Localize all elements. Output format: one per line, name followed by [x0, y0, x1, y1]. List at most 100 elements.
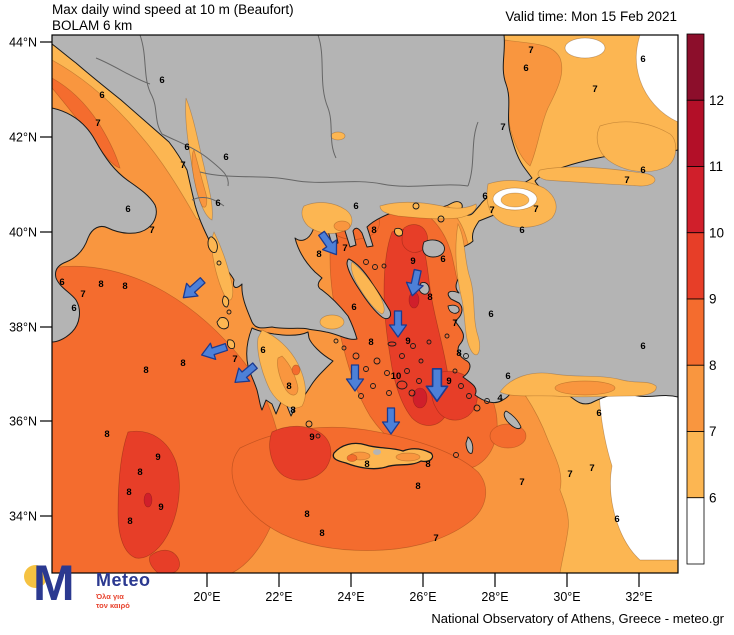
wind-8-9-adriatic	[52, 77, 121, 169]
contour-label: 6	[614, 514, 619, 525]
crete-island	[332, 442, 434, 470]
contour-label: 6	[223, 152, 228, 163]
cyclades-island	[384, 370, 390, 376]
lon-tick-label: 32°E	[625, 590, 652, 604]
wind-7-8-albania	[191, 149, 208, 208]
dodecanese-island	[466, 393, 472, 399]
land-italy	[52, 107, 157, 343]
cyclades-island	[352, 352, 360, 360]
contour-label: 8	[371, 225, 376, 236]
contour-label: 8	[180, 358, 185, 369]
contour-label: 8	[427, 292, 432, 303]
saronic-island	[341, 345, 347, 351]
wind-6-7-turkey-west	[455, 222, 480, 356]
contour-label: 8	[104, 429, 109, 440]
cyclades-island	[358, 393, 364, 399]
lon-tick-label: 26°E	[409, 590, 436, 604]
calm-area-blacksea	[635, 35, 678, 123]
attribution-text: National Observatory of Athens, Greece -…	[431, 611, 724, 626]
wind-9-10-south-crete	[269, 425, 332, 481]
dodecanese-island	[484, 398, 490, 404]
wind-10-11-core	[143, 492, 153, 508]
cyclades-island	[373, 357, 381, 365]
ithaki-island	[226, 309, 232, 315]
contour-label: 6	[640, 165, 645, 176]
contour-label: 8	[456, 348, 461, 359]
colorbar-label: 11	[709, 159, 723, 174]
rhodes-island	[503, 410, 522, 430]
contour-label: 7	[567, 469, 572, 480]
kasos-island	[453, 452, 459, 458]
contour-label: 6	[215, 198, 220, 209]
contour-label: 6	[505, 371, 510, 382]
sporades-island	[372, 264, 378, 270]
lefkada-island	[222, 295, 230, 308]
contour-label: 6	[519, 225, 524, 236]
valid-time-label: Valid time: Mon 15 Feb 2021	[505, 9, 677, 24]
country-border	[191, 197, 225, 207]
lemnos-island	[394, 227, 403, 237]
karpathos-island	[465, 436, 474, 454]
marmara-wind	[500, 192, 530, 208]
contour-label: 6	[99, 90, 104, 101]
dodecanese-island	[452, 368, 458, 374]
colorbar-segment	[686, 298, 705, 366]
antikythira-island	[315, 433, 321, 439]
lat-tick-label: 40°N	[9, 226, 37, 240]
contour-label: 7	[149, 225, 154, 236]
kefalonia-island	[216, 317, 229, 330]
contour-label: 6	[596, 408, 601, 419]
colorbar-label: 10	[709, 225, 724, 240]
contour-label: 7	[452, 318, 457, 329]
meteo-logo-mark: M	[16, 555, 94, 620]
contour-label: 7	[489, 205, 494, 216]
cyclades-island	[399, 353, 405, 359]
lon-tick-label: 30°E	[553, 590, 580, 604]
tagline-line2: τον καιρό	[96, 600, 130, 610]
contour-label: 9	[158, 502, 163, 513]
colorbar-segment	[686, 166, 705, 234]
wind-patch	[330, 131, 346, 141]
meteo-logo[interactable]: M Meteo Όλα για τον καιρό	[16, 555, 196, 622]
contour-label: 9	[446, 376, 451, 387]
contour-label: 7	[80, 289, 85, 300]
colorbar-label: 7	[709, 424, 717, 439]
wind-arrow-icon	[318, 230, 338, 256]
wind-6-7-albania	[185, 97, 213, 221]
latitude-axis: 44°N 42°N 40°N 38°N 36°N 34°N	[9, 36, 52, 524]
contour-label: 8	[304, 509, 309, 520]
colorbar-segment	[686, 431, 705, 499]
wind-arrow-icon	[405, 268, 424, 297]
contour-label: 7	[533, 204, 538, 215]
sporades-island	[363, 259, 369, 265]
cyclades-island	[426, 339, 432, 345]
cyclades-island	[363, 366, 369, 372]
contour-label: 6	[523, 63, 528, 74]
model-subtitle: BOLAM 6 km	[52, 18, 133, 33]
contour-label: 6	[125, 204, 130, 215]
contour-label: 8	[122, 281, 127, 292]
lat-tick-label: 44°N	[9, 36, 37, 50]
wind-9-10-lesbos	[401, 224, 428, 253]
contour-label: 7	[519, 477, 524, 488]
colorbar-label: 8	[709, 358, 717, 373]
crete-mountain	[373, 449, 381, 455]
colorbar-label: 9	[709, 292, 717, 307]
contour-label: 9	[309, 432, 314, 443]
wind-arrow-icon	[200, 342, 229, 361]
cyclades-island	[408, 389, 416, 397]
dodecanese-island	[444, 333, 450, 339]
land-balkans-greece	[52, 35, 533, 340]
contour-label: 7	[528, 45, 533, 56]
contour-label: 6	[59, 277, 64, 288]
wind-6-7-euboea	[350, 261, 385, 315]
contour-label: 6	[440, 254, 445, 265]
wind-6-7-turkey-north	[596, 121, 677, 172]
country-border	[139, 35, 163, 135]
paxoi-island	[216, 260, 222, 266]
contour-label: 6	[184, 142, 189, 153]
map-frame	[51, 34, 679, 574]
lat-tick-label: 34°N	[9, 510, 37, 524]
